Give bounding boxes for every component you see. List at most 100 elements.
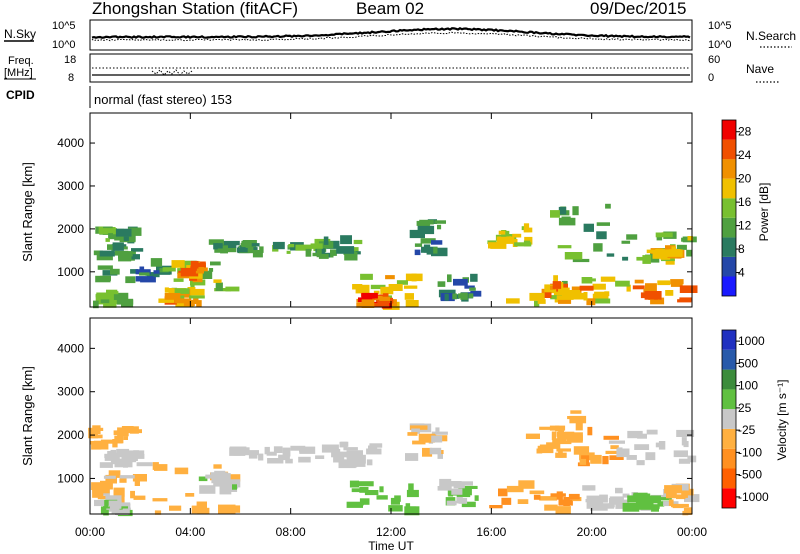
echo-cell [103, 254, 108, 260]
echo-cell [104, 453, 119, 459]
echo-cell [380, 286, 394, 295]
echo-cell [193, 297, 199, 304]
echo-cell [352, 284, 363, 290]
echo-cell [98, 441, 109, 450]
colorbar-tick-label: 4 [738, 266, 745, 280]
echo-cell [175, 301, 186, 308]
echo-cell [564, 290, 581, 296]
echo-cell [605, 203, 611, 209]
echo-cell [503, 230, 510, 237]
echo-cell [665, 290, 674, 296]
echo-cell [536, 448, 543, 454]
echo-cell [305, 248, 312, 257]
echo-cell [603, 435, 619, 440]
echo-cell [205, 474, 214, 479]
echo-cell [626, 234, 638, 240]
echo-cell [103, 509, 109, 516]
echo-cell [152, 498, 168, 502]
echo-cell [501, 497, 512, 505]
echo-cell [420, 238, 436, 244]
echo-cell [517, 499, 529, 504]
echo-cell [108, 233, 113, 239]
echo-cell [113, 430, 126, 436]
echo-cell [373, 290, 380, 294]
echo-cell [241, 450, 259, 456]
echo-cell [506, 485, 524, 493]
colorbar-segment [722, 428, 736, 449]
echo-cell [609, 496, 624, 505]
echo-cell [354, 251, 361, 255]
echo-cell [97, 495, 113, 500]
echo-cell [451, 488, 463, 495]
colorbar-segment [722, 178, 736, 199]
echo-cell [529, 292, 545, 301]
nave-tick-0: 0 [708, 72, 714, 84]
echo-cell [114, 234, 125, 241]
colorbar-segment [722, 276, 736, 296]
echo-cell [380, 299, 394, 304]
echo-cell [676, 429, 695, 437]
echo-cell [596, 222, 610, 226]
echo-cell [458, 498, 468, 504]
echo-cell [196, 267, 208, 272]
echo-cell [437, 486, 452, 491]
echo-cell [102, 270, 118, 276]
echo-cell [248, 454, 258, 459]
y-tick-label: 3000 [57, 179, 84, 193]
power-panel: 1000 2000 3000 4000 Slant Range [km] 4 8 12 16… [20, 112, 771, 310]
echo-cell [99, 462, 113, 468]
echo-cell [590, 454, 602, 464]
echo-cell [379, 296, 390, 301]
echo-cell [245, 246, 257, 251]
echo-cell [323, 236, 329, 245]
echo-cell [267, 458, 284, 464]
echo-cell [93, 300, 99, 309]
echo-cell [554, 440, 572, 445]
echo-cell [95, 293, 105, 301]
echo-cell [123, 236, 129, 242]
echo-cell [422, 447, 433, 457]
colorbar-segment [722, 256, 736, 277]
velocity-ylabel: Slant Range [km] [20, 366, 35, 466]
echo-cell [621, 240, 631, 244]
echo-cell [644, 291, 662, 300]
echo-cell [646, 429, 658, 435]
echo-cell [670, 280, 683, 287]
echo-cell [285, 458, 293, 464]
echo-cell [643, 288, 649, 293]
freq-panel: Freq. [MHz] 18 8 60 0 Nave [4, 53, 780, 84]
echo-cell [118, 458, 124, 467]
echo-cell [512, 233, 522, 238]
echo-cell [121, 298, 134, 308]
echo-cell [213, 479, 229, 487]
echo-cell [632, 285, 645, 290]
echo-cell [103, 475, 116, 479]
echo-cell [435, 427, 440, 432]
echo-cell [133, 450, 140, 456]
y-tick-label: 2000 [57, 222, 84, 236]
echo-cell [533, 494, 541, 500]
echo-cell [226, 247, 237, 253]
colorbar-tick-label: 12 [738, 219, 752, 233]
echo-cell [431, 247, 448, 257]
echo-cell [420, 225, 435, 235]
echo-cell [208, 239, 224, 245]
echo-cell [349, 480, 359, 488]
echo-cell [110, 268, 120, 275]
echo-cell [557, 245, 572, 249]
colorbar-tick-label: 500 [738, 356, 758, 370]
echo-cell [376, 495, 388, 500]
echo-cell [171, 260, 185, 268]
echo-cell [266, 451, 277, 456]
echo-cell [196, 300, 202, 308]
echo-cell [599, 494, 608, 503]
echo-cell [572, 258, 590, 263]
echo-cell [330, 249, 337, 256]
echo-cell [575, 422, 583, 431]
echo-cell [404, 506, 420, 516]
colorbar-tick-label: 16 [738, 195, 752, 209]
echo-cell [130, 269, 139, 274]
echo-cell [566, 432, 583, 442]
echo-cell [579, 458, 587, 465]
x-tick-label: 00:00 [677, 525, 707, 539]
